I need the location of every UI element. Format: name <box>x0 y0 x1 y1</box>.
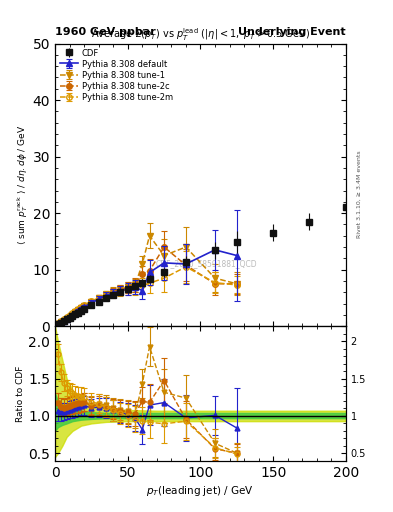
Legend: CDF, Pythia 8.308 default, Pythia 8.308 tune-1, Pythia 8.308 tune-2c, Pythia 8.3: CDF, Pythia 8.308 default, Pythia 8.308 … <box>58 47 174 103</box>
Text: 1960 GeV ppbar: 1960 GeV ppbar <box>55 27 156 37</box>
X-axis label: $p_T$(leading jet) / GeV: $p_T$(leading jet) / GeV <box>147 484 254 498</box>
Y-axis label: Ratio to CDF: Ratio to CDF <box>17 365 26 422</box>
Title: Average $\Sigma(p_T)$ vs $p_T^{\rm lead}$ $(|\eta| < 1,\ p_T > 0.5$ GeV$)$: Average $\Sigma(p_T)$ vs $p_T^{\rm lead}… <box>91 26 310 43</box>
Text: Underlying Event: Underlying Event <box>238 27 346 37</box>
Text: CDF_2010_S8591881_QCD: CDF_2010_S8591881_QCD <box>156 260 257 268</box>
Y-axis label: $\langle$ sum $p_T^{\rm rack}$ $\rangle$ / $d\eta.d\phi$ / GeV: $\langle$ sum $p_T^{\rm rack}$ $\rangle$… <box>15 124 30 245</box>
Text: Rivet 3.1.10, ≥ 3.4M events: Rivet 3.1.10, ≥ 3.4M events <box>357 151 362 239</box>
